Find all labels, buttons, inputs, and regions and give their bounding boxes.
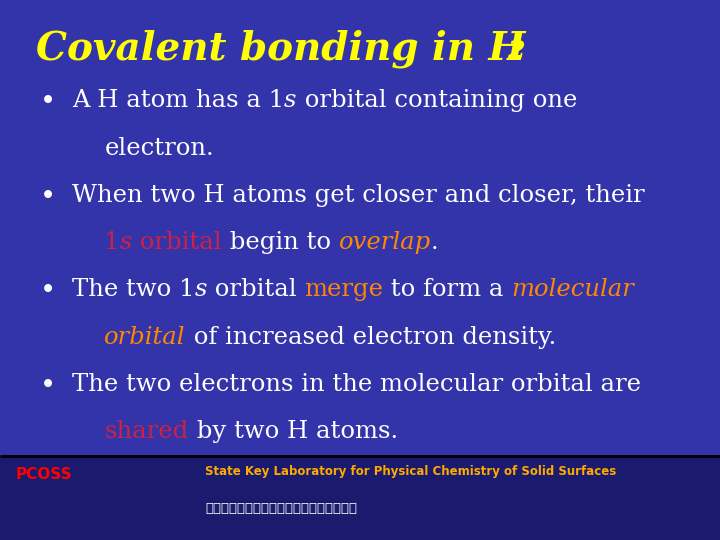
Text: orbital containing one: orbital containing one bbox=[297, 89, 577, 112]
Text: merge: merge bbox=[305, 278, 383, 301]
Text: PCOSS: PCOSS bbox=[16, 467, 73, 482]
Text: The two electrons in the molecular orbital are: The two electrons in the molecular orbit… bbox=[72, 373, 641, 396]
Text: s: s bbox=[284, 89, 297, 112]
Text: s: s bbox=[120, 231, 132, 254]
Text: overlap: overlap bbox=[339, 231, 431, 254]
Text: When two H atoms get closer and closer, their: When two H atoms get closer and closer, … bbox=[72, 184, 644, 207]
Text: shared: shared bbox=[104, 420, 189, 443]
Text: .: . bbox=[431, 231, 438, 254]
Text: orbital: orbital bbox=[104, 326, 186, 349]
Text: molecular: molecular bbox=[511, 278, 634, 301]
Text: •: • bbox=[40, 278, 55, 304]
Text: of increased electron density.: of increased electron density. bbox=[186, 326, 556, 349]
Text: 厦门大学固体表面物理化学国家重点实验室: 厦门大学固体表面物理化学国家重点实验室 bbox=[205, 502, 357, 515]
Text: orbital: orbital bbox=[132, 231, 222, 254]
Text: •: • bbox=[40, 373, 55, 399]
Text: s: s bbox=[194, 278, 207, 301]
Text: State Key Laboratory for Physical Chemistry of Solid Surfaces: State Key Laboratory for Physical Chemis… bbox=[205, 465, 616, 478]
Text: A H atom has a 1: A H atom has a 1 bbox=[72, 89, 284, 112]
Text: electron.: electron. bbox=[104, 137, 214, 160]
Text: 2: 2 bbox=[508, 39, 525, 63]
Text: The two 1: The two 1 bbox=[72, 278, 194, 301]
Text: orbital: orbital bbox=[207, 278, 305, 301]
Text: •: • bbox=[40, 89, 55, 115]
Text: •: • bbox=[40, 184, 55, 210]
Text: by two H atoms.: by two H atoms. bbox=[189, 420, 397, 443]
Bar bbox=[0, 456, 720, 540]
Text: 1: 1 bbox=[104, 231, 120, 254]
Text: to form a: to form a bbox=[383, 278, 511, 301]
Text: begin to: begin to bbox=[222, 231, 339, 254]
Text: Covalent bonding in H: Covalent bonding in H bbox=[36, 30, 526, 68]
